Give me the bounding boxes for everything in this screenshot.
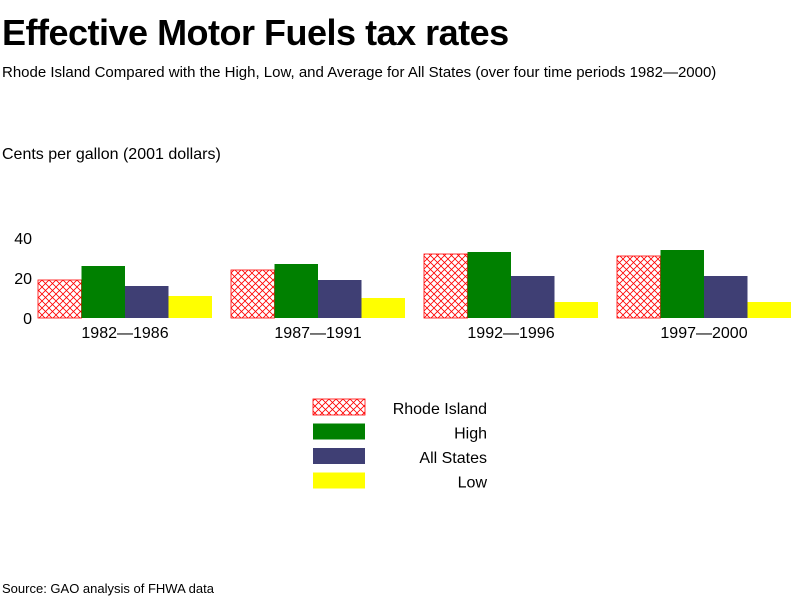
legend-label-high: High bbox=[454, 426, 487, 443]
y-tick-label: 20 bbox=[14, 271, 32, 288]
bar-high-1992-1996 bbox=[467, 252, 511, 318]
chart-title: Effective Motor Fuels tax rates bbox=[2, 12, 509, 53]
bar-rhode-island-1997-2000 bbox=[616, 255, 661, 319]
legend-swatch-all-states bbox=[313, 448, 365, 464]
bar-high-1997-2000 bbox=[660, 250, 704, 318]
bar-high-1987-1991 bbox=[274, 264, 318, 318]
y-tick-label: 40 bbox=[14, 231, 32, 248]
bar-all-states-1987-1991 bbox=[318, 280, 362, 318]
x-tick-label: 1982—1986 bbox=[81, 325, 168, 342]
chart-subtitle: Rhode Island Compared with the High, Low… bbox=[2, 64, 717, 81]
bar-all-states-1992-1996 bbox=[511, 276, 555, 318]
source-note: Source: GAO analysis of FHWA data bbox=[2, 581, 214, 596]
x-tick-label: 1992—1996 bbox=[467, 325, 554, 342]
bar-all-states-1982-1986 bbox=[125, 286, 169, 318]
bar-low-1992-1996 bbox=[554, 302, 598, 318]
bar-rhode-island-1982-1986 bbox=[37, 279, 82, 319]
y-tick-label: 0 bbox=[23, 311, 32, 328]
legend-swatch-low bbox=[313, 472, 365, 489]
y-axis: 0 20 40 bbox=[14, 231, 32, 328]
x-tick-label: 1997—2000 bbox=[660, 325, 747, 342]
y-axis-unit-label: Cents per gallon (2001 dollars) bbox=[2, 146, 221, 163]
bar-low-1997-2000 bbox=[747, 302, 791, 318]
x-axis-labels: 1982—1986 1987—1991 1992—1996 1997—2000 bbox=[81, 325, 747, 342]
legend-swatch-rhode-island bbox=[312, 398, 366, 416]
bar-low-1987-1991 bbox=[361, 298, 405, 318]
x-tick-label: 1987—1991 bbox=[274, 325, 361, 342]
bar-all-states-1997-2000 bbox=[704, 276, 748, 318]
legend-swatch-high bbox=[313, 423, 365, 440]
bars-group bbox=[37, 250, 791, 319]
legend-label-all-states: All States bbox=[419, 450, 487, 467]
bar-rhode-island-1992-1996 bbox=[423, 253, 468, 319]
bar-low-1982-1986 bbox=[168, 296, 212, 318]
legend-label-rhode-island: Rhode Island bbox=[393, 401, 487, 418]
legend: Rhode Island High All States Low bbox=[312, 398, 488, 492]
legend-label-low: Low bbox=[458, 475, 488, 492]
bar-chart: 0 20 40 1982—1986 1987—1991 1992—1996 1997—20… bbox=[14, 231, 791, 492]
bar-rhode-island-1987-1991 bbox=[230, 269, 275, 319]
bar-high-1982-1986 bbox=[81, 266, 125, 318]
